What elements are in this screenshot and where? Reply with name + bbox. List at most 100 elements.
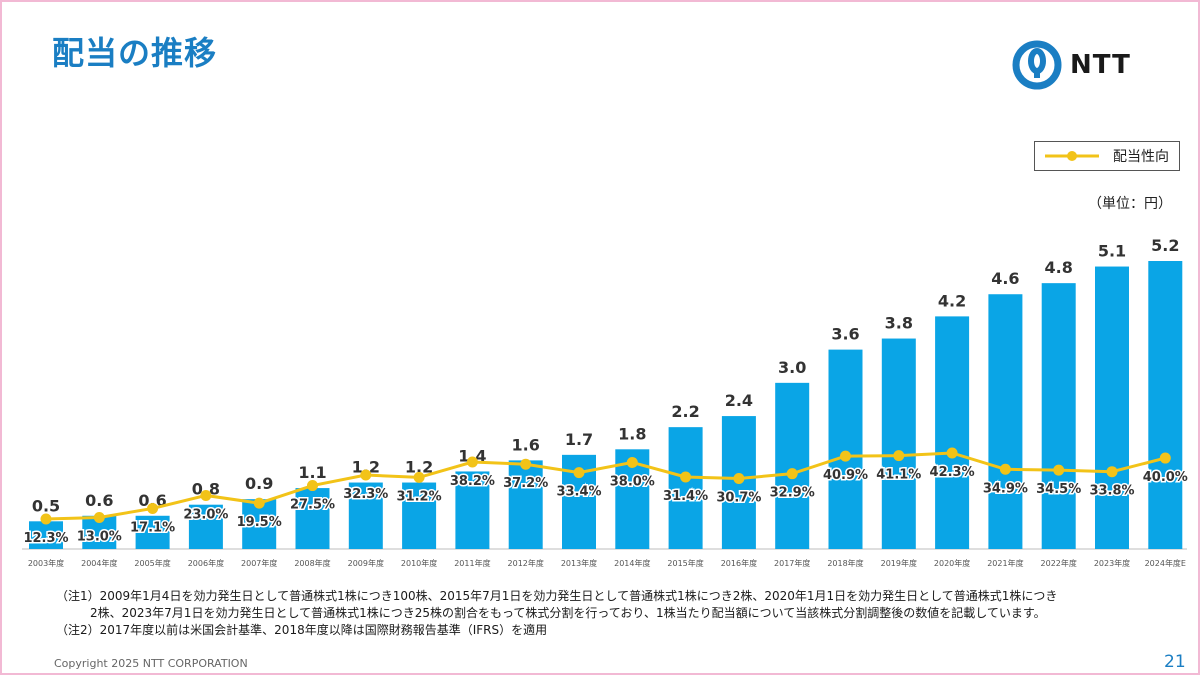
bar [188,504,223,549]
payout-ratio-point [93,511,105,523]
payout-ratio-point [573,467,585,479]
bar-value-label: 0.8 [192,480,220,499]
bar-value-label: 4.6 [991,269,1019,288]
payout-ratio-label: 38.0% [610,474,655,489]
bar [1095,266,1129,549]
category-label: 2021年度 [987,558,1023,568]
payout-ratio-label: 27.5% [290,498,335,513]
payout-ratio-label: 41.1% [876,468,921,483]
bar [775,382,810,549]
bar-value-label: 1.2 [405,458,433,477]
payout-ratio-point [1106,466,1118,478]
bar [1041,283,1076,549]
note-1-line-2: 2株、2023年7月1日を効力発生日として普通株式1株につき25株の割合をもって… [90,606,1046,620]
bar [988,294,1023,549]
bar [668,427,703,549]
payout-ratio-label: 32.3% [343,487,388,502]
bar [135,515,170,549]
payout-ratio-label: 40.9% [823,468,868,483]
payout-ratio-point [307,480,318,492]
payout-ratio-label: 30.7% [716,491,761,506]
bar [402,482,437,549]
bar-value-label: 0.9 [245,474,273,493]
bar-value-label: 0.5 [32,496,60,515]
legend-line-icon [1045,151,1099,161]
category-label: 2013年度 [561,558,597,568]
payout-ratio-point [200,489,212,501]
payout-ratio-label: 33.4% [556,485,601,500]
payout-ratio-point [253,497,265,509]
category-label: 2003年度 [28,558,64,568]
bar-value-label: 3.0 [778,358,806,377]
category-label: 2023年度 [1094,558,1130,568]
bar [295,488,330,549]
unit-label: （単位：円） [1088,196,1172,212]
bar [935,316,970,549]
bar-value-label: 5.2 [1151,236,1179,255]
category-label: 2012年度 [508,558,544,568]
ntt-logo: NTT [1012,40,1131,90]
dividend-chart: 0.5 2003年度 0.6 2004年度 0.6 2005年度 0.8 2006年度 0.9 2… [22,236,1189,568]
payout-ratio-point [520,458,532,470]
payout-ratio-label: 31.4% [663,489,708,504]
page-number: 21 [1164,652,1186,672]
legend: 配当性向 [1034,141,1180,171]
category-label: 2006年度 [188,558,224,568]
bar-value-label: 1.2 [352,458,380,477]
payout-ratio-label: 33.8% [1089,484,1134,499]
payout-ratio-label: 38.2% [450,474,495,489]
category-label: 2007年度 [241,558,277,568]
payout-ratio-point [466,456,478,468]
category-label: 2020年度 [934,558,970,568]
payout-ratio-label: 34.9% [983,481,1028,496]
payout-ratio-label: 12.3% [23,531,68,546]
bar [1148,261,1183,549]
payout-ratio-point [680,471,692,483]
bar [348,482,383,549]
payout-ratio-point [626,456,638,468]
category-label: 2011年度 [454,558,490,568]
bar-value-label: 1.4 [458,446,486,465]
payout-ratio-label: 31.2% [397,489,442,504]
payout-ratio-point [840,450,851,462]
bar [828,349,863,549]
payout-ratio-label: 19.5% [237,515,282,530]
payout-ratio-label: 23.0% [183,507,228,522]
bar-value-label: 1.6 [512,435,540,454]
bar [29,521,63,549]
category-label: 2024年度E [1145,558,1186,568]
bar-value-label: 2.2 [671,402,699,421]
category-label: 2018年度 [827,558,863,568]
category-label: 2015年度 [667,558,703,568]
bar-value-label: 0.6 [138,491,166,510]
bar-value-label: 5.1 [1098,242,1126,261]
payout-ratio-label: 13.0% [77,529,122,544]
category-label: 2008年度 [294,558,330,568]
payout-ratio-line [45,451,1166,521]
payout-ratio-label: 40.0% [1143,470,1188,485]
category-label: 2016年度 [721,558,757,568]
bar [508,460,543,549]
category-label: 2019年度 [881,558,917,568]
bar-value-label: 4.8 [1045,258,1073,277]
legend-label: 配当性向 [1113,149,1169,165]
payout-ratio-label: 17.1% [130,520,175,535]
payout-ratio-label: 37.2% [503,476,548,491]
footnotes: （注1）2009年1月4日を効力発生日として普通株式1株につき100株、2015… [56,588,1166,639]
payout-ratio-point [413,471,425,483]
copyright: Copyright 2025 NTT CORPORATION [54,657,248,670]
bar-value-label: 1.7 [565,430,593,449]
payout-ratio-point [360,469,372,481]
category-label: 2022年度 [1041,558,1077,568]
note-2: （注2）2017年度以前は米国会計基準、2018年度以降は国際財務報告基準（IF… [56,623,548,637]
category-label: 2004年度 [81,558,117,568]
bar-value-label: 1.1 [298,463,326,482]
bar-value-label: 2.4 [725,391,753,410]
bar [881,338,916,549]
payout-ratio-point [999,463,1011,475]
payout-ratio-point [1159,452,1171,464]
bar-value-label: 3.6 [831,325,859,344]
bar-value-label: 4.2 [938,291,966,310]
payout-ratio-point [946,447,958,459]
